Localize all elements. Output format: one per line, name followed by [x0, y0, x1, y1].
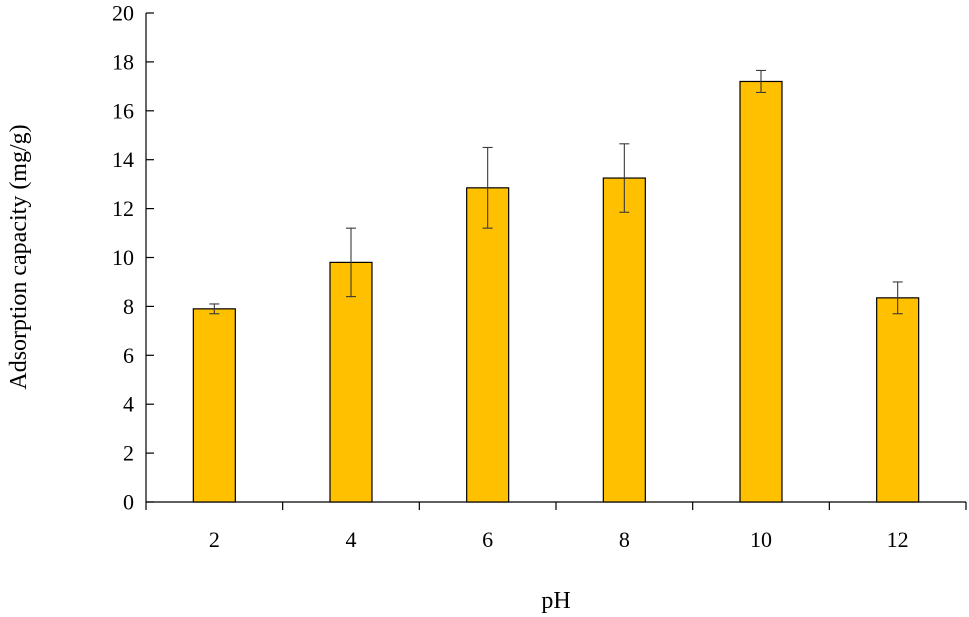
- bar-ph-4: [329, 261, 373, 503]
- y-tick-label: 10: [112, 245, 134, 270]
- y-axis-title: Adsorption capacity (mg/g): [6, 124, 32, 389]
- bar-ph-8: [602, 177, 646, 503]
- y-tick-label: 20: [112, 1, 134, 26]
- y-tick-label: 0: [123, 490, 134, 515]
- x-tick-label: 12: [887, 527, 909, 552]
- y-tick-label: 18: [112, 49, 134, 74]
- bar-ph-6: [466, 187, 510, 503]
- y-tick-label: 8: [123, 294, 134, 319]
- bar-ph-2: [192, 308, 236, 503]
- y-tick-label: 4: [123, 392, 134, 417]
- plot-area: 0 2 4 6 8 10 12 14 16 18 20 2 4 6 8 10 12: [112, 1, 967, 552]
- x-tick-label: 2: [209, 527, 220, 552]
- bar-ph-12: [876, 297, 920, 503]
- y-tick-label: 12: [112, 196, 134, 221]
- y-tick-label: 16: [112, 98, 134, 123]
- x-axis-title: pH: [541, 588, 570, 614]
- bar-ph-10: [739, 80, 783, 503]
- x-tick-label: 6: [482, 527, 493, 552]
- x-tick-label: 10: [750, 527, 772, 552]
- x-tick-label: 4: [346, 527, 357, 552]
- y-tick-label: 14: [112, 147, 134, 172]
- x-tick-label: 8: [619, 527, 630, 552]
- y-tick-label: 6: [123, 343, 134, 368]
- y-tick-label: 2: [123, 441, 134, 466]
